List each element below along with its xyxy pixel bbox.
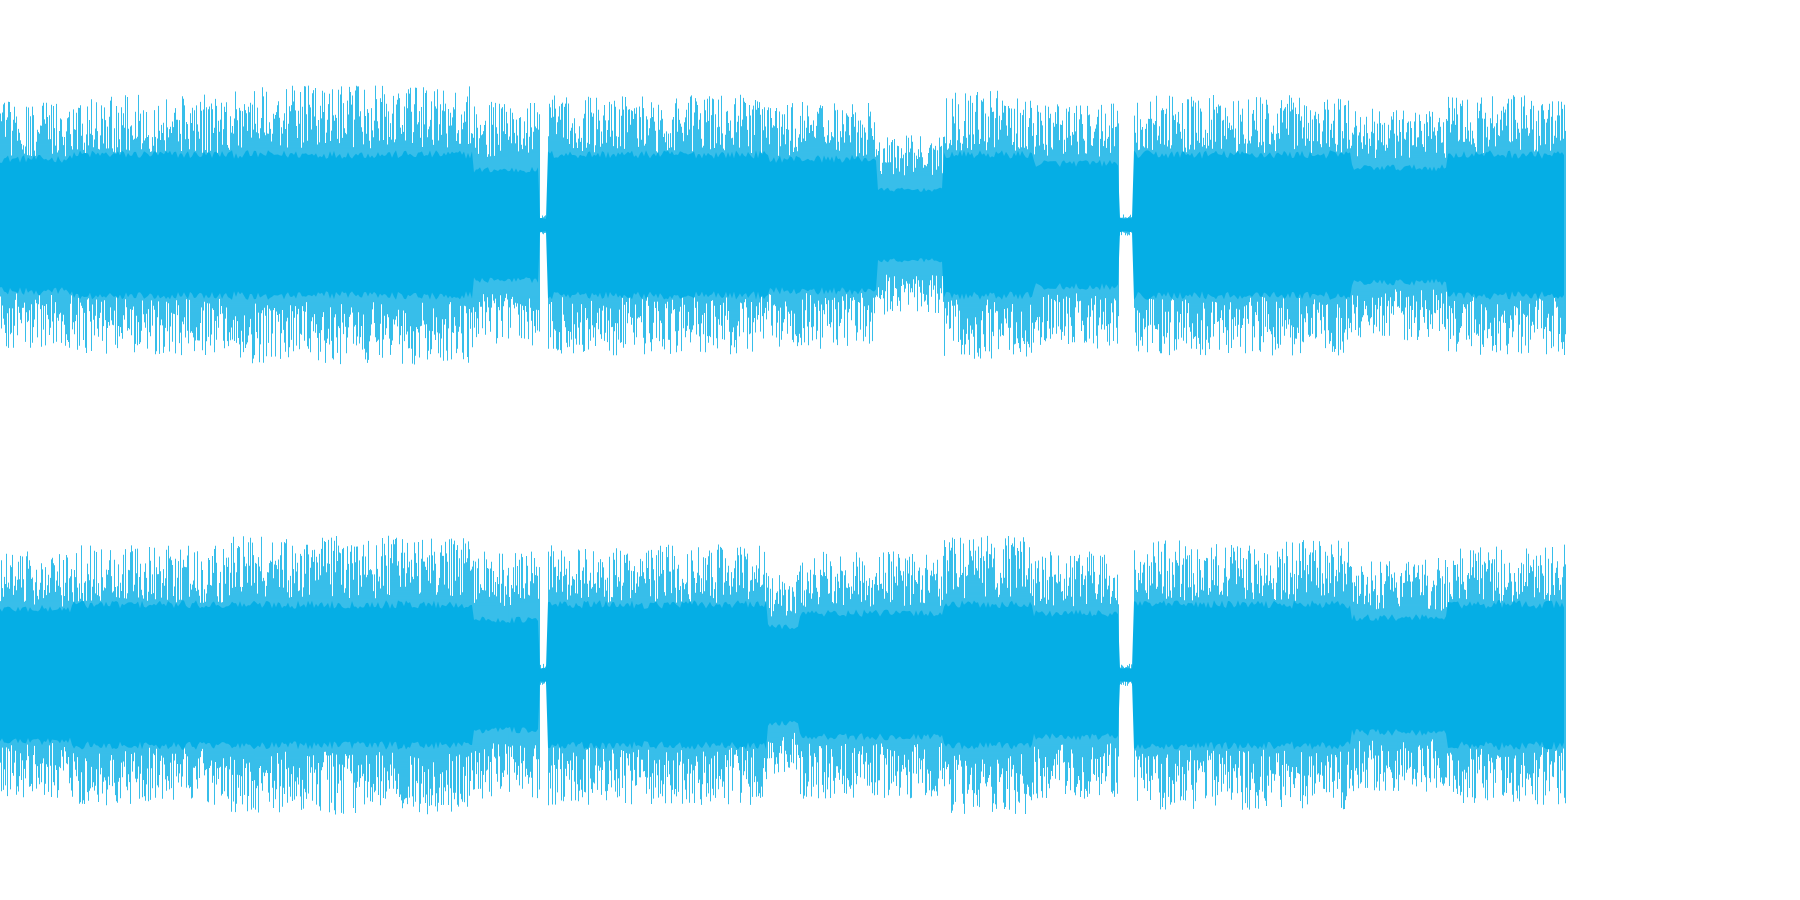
- waveform-peaks: [0, 535, 1566, 815]
- waveform-channel-right: [0, 450, 1800, 900]
- waveform-left-svg: [0, 85, 1566, 365]
- waveform-right-svg: [0, 535, 1566, 815]
- waveform-body: [0, 150, 1564, 300]
- waveform-body: [0, 600, 1564, 750]
- waveform-peaks: [0, 85, 1566, 365]
- waveform-channel-left: [0, 85, 1566, 365]
